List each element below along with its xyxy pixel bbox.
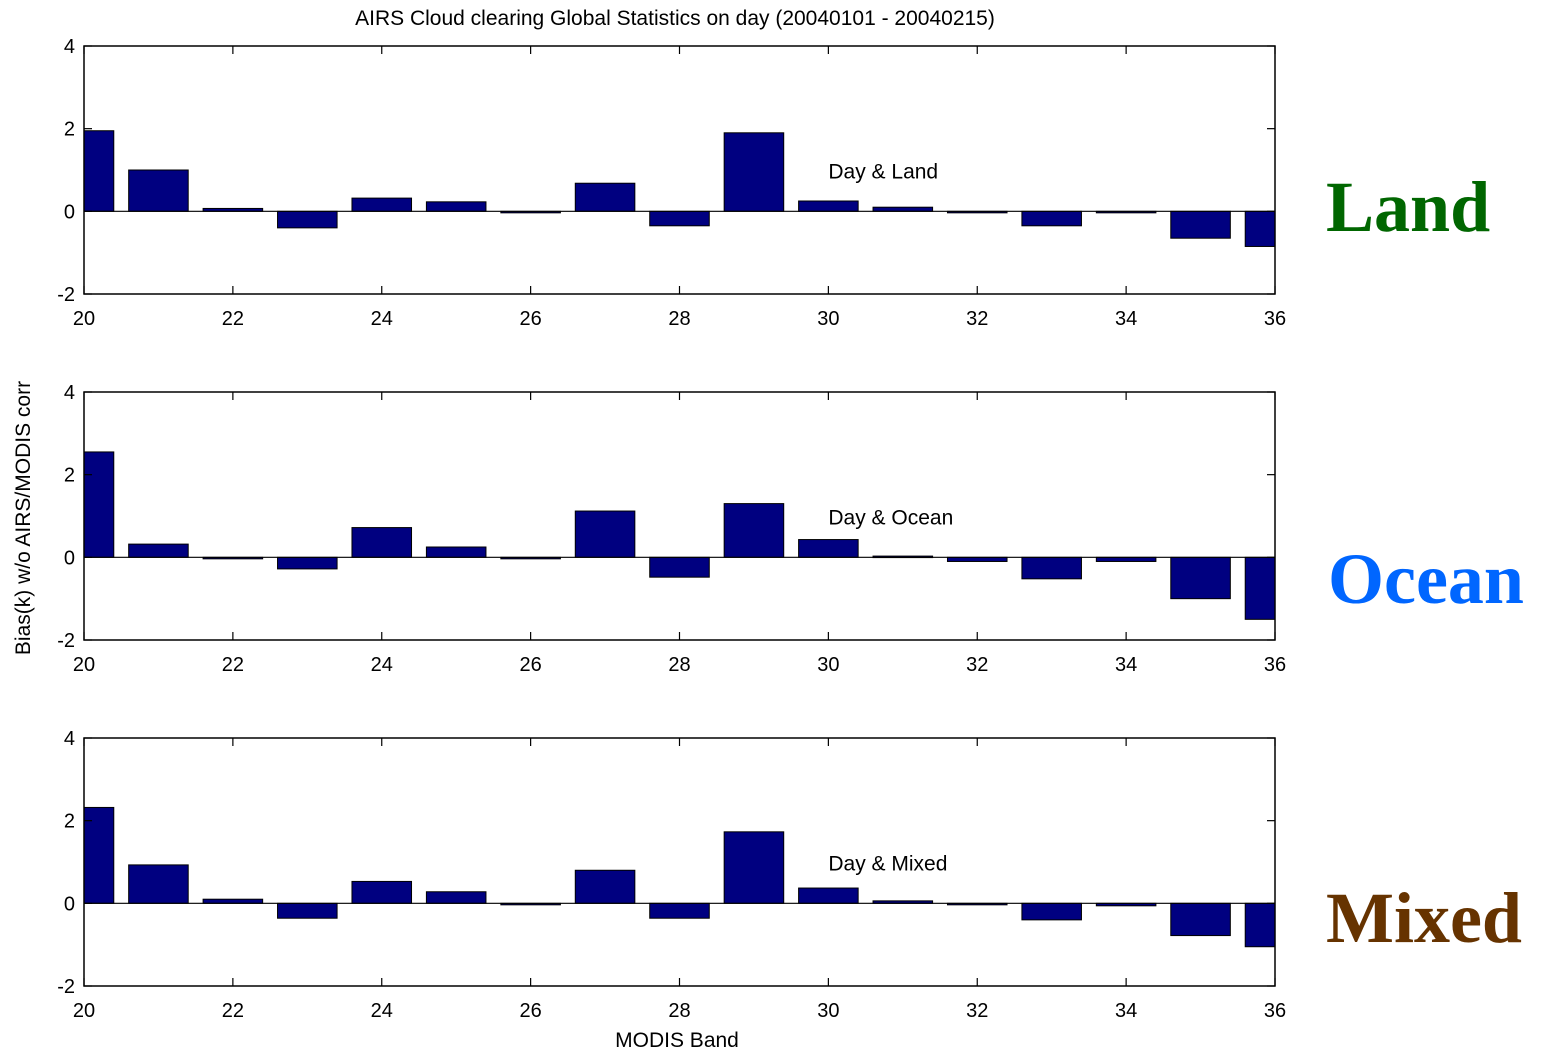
side-label-mixed: Mixed (1326, 878, 1522, 958)
bar-band-36 (1244, 902, 1275, 948)
bar-band-27 (574, 182, 636, 212)
bar-band-23 (277, 556, 338, 570)
bar-band-22 (202, 898, 264, 904)
y-tick-label: 4 (64, 382, 75, 404)
bar-band-30 (798, 539, 859, 558)
y-axis-title: Bias(k) w/o AIRS/MODIS corr (12, 381, 35, 655)
x-tick-label: 28 (668, 308, 690, 330)
y-tick-label: 0 (64, 547, 75, 569)
bar-band-34 (1095, 556, 1157, 562)
bar-band-27 (574, 510, 636, 558)
bar-band-30 (798, 200, 859, 212)
bar-band-28 (649, 902, 710, 919)
bar-band-25 (425, 546, 487, 558)
bar-band-25 (425, 891, 487, 904)
panel-annotation: Day & Ocean (828, 506, 953, 529)
x-tick-label: 24 (371, 308, 393, 330)
x-tick-label: 24 (371, 654, 393, 676)
bar-band-28 (649, 556, 710, 578)
bar-band-20 (84, 130, 115, 212)
bar-band-20 (84, 806, 115, 904)
bar-band-33 (1021, 902, 1082, 921)
bar-band-25 (425, 201, 487, 212)
bar-band-31 (872, 206, 934, 212)
side-label-ocean: Ocean (1328, 539, 1524, 619)
bar-band-30 (798, 887, 859, 904)
bar-band-29 (723, 132, 785, 212)
bar-band-24 (351, 880, 413, 904)
x-tick-label: 32 (966, 654, 988, 676)
y-tick-label: 4 (64, 728, 75, 750)
bar-band-33 (1021, 210, 1082, 227)
x-tick-label: 32 (966, 308, 988, 330)
bar-band-24 (351, 527, 413, 558)
bar-band-27 (574, 869, 636, 904)
x-tick-label: 22 (222, 1000, 244, 1022)
x-tick-label: 30 (817, 308, 839, 330)
bar-band-23 (277, 902, 338, 919)
panel-annotation: Day & Land (828, 160, 938, 183)
bar-band-35 (1170, 556, 1231, 600)
y-tick-label: 2 (64, 119, 75, 141)
bars-mixed (84, 806, 1275, 948)
x-tick-label: 20 (73, 1000, 95, 1022)
y-tick-label: -2 (57, 976, 75, 998)
x-tick-label: 22 (222, 654, 244, 676)
x-tick-label: 20 (73, 654, 95, 676)
panel-annotation: Day & Mixed (828, 852, 947, 875)
bars-land (84, 130, 1275, 247)
x-tick-label: 28 (668, 654, 690, 676)
plot-frame (83, 45, 1276, 295)
bar-band-33 (1021, 556, 1082, 580)
y-tick-label: -2 (57, 630, 75, 652)
bar-band-28 (649, 210, 710, 227)
bar-band-23 (277, 210, 338, 229)
x-tick-label: 36 (1264, 308, 1286, 330)
bar-band-21 (128, 864, 189, 904)
y-tick-label: 2 (64, 465, 75, 487)
y-tick-label: 0 (64, 893, 75, 915)
y-tick-label: 2 (64, 811, 75, 833)
x-tick-label: 34 (1115, 654, 1137, 676)
plot-frame (83, 391, 1276, 641)
x-tick-label: 32 (966, 1000, 988, 1022)
bar-band-36 (1244, 556, 1275, 620)
x-tick-label: 20 (73, 308, 95, 330)
x-tick-label: 28 (668, 1000, 690, 1022)
bar-band-24 (351, 197, 413, 212)
x-tick-label: 34 (1115, 308, 1137, 330)
bar-band-21 (128, 543, 189, 558)
y-tick-label: 4 (64, 36, 75, 58)
bars-ocean (84, 451, 1275, 620)
x-axis-title: MODIS Band (615, 1029, 739, 1052)
bar-band-21 (128, 169, 189, 212)
bar-band-32 (946, 556, 1008, 562)
bar-band-29 (723, 831, 785, 904)
bar-band-29 (723, 503, 785, 558)
x-tick-label: 26 (520, 308, 542, 330)
x-tick-label: 34 (1115, 1000, 1137, 1022)
bar-band-35 (1170, 902, 1231, 937)
side-label-land: Land (1326, 167, 1491, 247)
x-tick-label: 30 (817, 654, 839, 676)
x-tick-label: 24 (371, 1000, 393, 1022)
x-tick-label: 26 (520, 654, 542, 676)
bar-band-35 (1170, 210, 1231, 239)
bar-band-20 (84, 451, 115, 558)
x-tick-label: 36 (1264, 1000, 1286, 1022)
figure-title: AIRS Cloud clearing Global Statistics on… (355, 7, 995, 30)
x-tick-label: 36 (1264, 654, 1286, 676)
y-tick-label: -2 (57, 284, 75, 306)
x-tick-label: 26 (520, 1000, 542, 1022)
x-tick-label: 22 (222, 308, 244, 330)
x-tick-label: 30 (817, 1000, 839, 1022)
plot-frame (83, 737, 1276, 987)
y-tick-label: 0 (64, 201, 75, 223)
